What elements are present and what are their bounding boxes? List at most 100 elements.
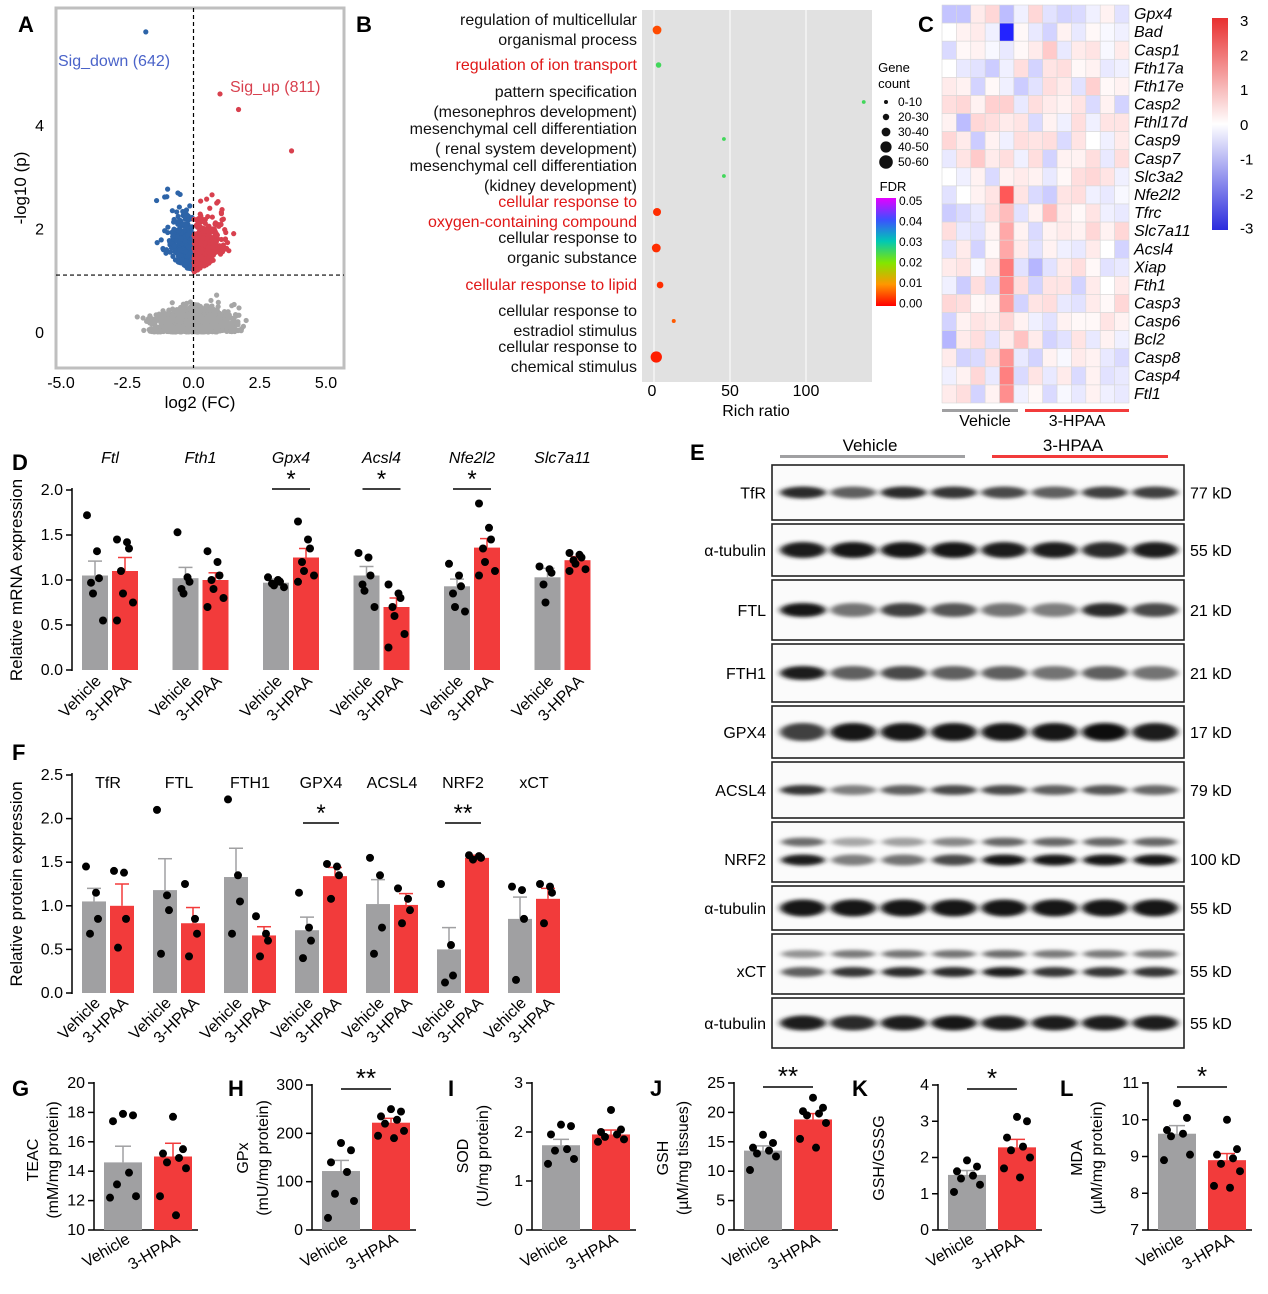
x-tick-label: 3-HPAA (765, 1231, 823, 1274)
data-point (567, 1122, 575, 1130)
data-point (1186, 1151, 1194, 1159)
heatmap-cell (1057, 204, 1071, 222)
data-point (214, 293, 219, 298)
data-point (129, 599, 137, 607)
y-tick-label: 10 (67, 1222, 85, 1239)
blot-band (780, 542, 826, 558)
legend-title: FDR (880, 179, 907, 194)
data-point (157, 950, 165, 958)
blot-protein-label: FTH1 (726, 666, 766, 683)
blot-band (1132, 723, 1178, 741)
blot-band (981, 542, 1027, 558)
data-point (394, 884, 402, 892)
heatmap-cell (1014, 23, 1028, 41)
blot-band (981, 666, 1027, 680)
data-point (536, 563, 544, 571)
heatmap-cell (1014, 331, 1028, 349)
data-point (601, 1133, 609, 1141)
y-axis-label: (µM/mg protein) (1089, 1101, 1106, 1214)
heatmap-cell (1071, 222, 1085, 240)
heatmap-cell (1014, 313, 1028, 331)
y-tick-label: 4 (35, 118, 44, 135)
blot-band (1082, 1016, 1128, 1031)
data-point (327, 895, 335, 903)
data-point (217, 91, 222, 96)
data-point (208, 298, 213, 303)
data-point (294, 578, 302, 586)
heatmap-cell (956, 23, 970, 41)
data-point (1173, 1099, 1181, 1107)
data-point (200, 317, 205, 322)
data-point (264, 937, 272, 945)
heatmap-cell (1086, 186, 1100, 204)
heatmap-cell (971, 385, 985, 403)
go-term-bubble (651, 351, 662, 362)
data-point (343, 1168, 351, 1176)
data-point (548, 889, 556, 897)
y-tick-label: 7 (1130, 1222, 1139, 1239)
heatmap-cell (956, 204, 970, 222)
heatmap-cell (1115, 367, 1129, 385)
data-point (119, 590, 127, 598)
data-point (366, 854, 374, 862)
data-point (158, 328, 163, 333)
gene-label: Bad (1134, 24, 1164, 41)
y-tick-label: 9 (1130, 1149, 1139, 1166)
blot-band (1032, 1016, 1078, 1031)
blot-band (1132, 542, 1178, 558)
group-bar-hpaa (992, 455, 1168, 458)
data-point (400, 1127, 408, 1135)
heatmap-cell (942, 132, 956, 150)
blot-band (1132, 785, 1178, 795)
heatmap-cell (1000, 385, 1014, 403)
heatmap-cell (942, 331, 956, 349)
group-label: 3-HPAA (1043, 436, 1104, 455)
data-point (210, 585, 218, 593)
data-point (87, 579, 95, 587)
blot-band (780, 785, 826, 795)
heatmap-cell (1043, 77, 1057, 95)
heatmap-cell (1115, 168, 1129, 186)
gene-label: Nfe2l2 (1134, 187, 1180, 204)
bar-chart-I: 0123SOD (U/mg protein)Vehicle3-HPAA (455, 1075, 636, 1274)
gene-label: Casp1 (1134, 42, 1180, 59)
data-point (337, 1139, 345, 1147)
data-point (307, 937, 315, 945)
heatmap-cell (956, 95, 970, 113)
data-point (235, 319, 240, 324)
heatmap-cell (1071, 59, 1085, 77)
data-point (220, 594, 228, 602)
data-point (119, 1110, 127, 1118)
heatmap-cell (1100, 331, 1114, 349)
data-point (135, 314, 140, 319)
gene-label: Fth1 (1134, 277, 1166, 294)
data-point (391, 612, 399, 620)
legend-label: 0.03 (899, 235, 923, 249)
blot-band (882, 855, 926, 866)
go-term-label: cellular response to (498, 194, 637, 211)
go-term-label: cellular response to (498, 339, 637, 356)
heatmap-cell (956, 331, 970, 349)
data-point (163, 891, 171, 899)
x-axis-label: Rich ratio (722, 403, 790, 420)
data-point (176, 228, 181, 233)
bar (508, 919, 532, 993)
group-title: Acsl4 (361, 450, 401, 467)
y-tick-label: 0 (716, 1222, 725, 1239)
data-point (304, 536, 312, 544)
data-point (389, 603, 397, 611)
data-point (1210, 1182, 1218, 1190)
heatmap-cell (1000, 168, 1014, 186)
data-point (607, 1106, 615, 1114)
data-point (1233, 1145, 1241, 1153)
data-point (447, 941, 455, 949)
data-point (216, 572, 224, 580)
heatmap-cell (1028, 258, 1042, 276)
data-point (209, 192, 214, 197)
data-point (298, 558, 306, 566)
heatmap-cell (1086, 331, 1100, 349)
blot-band (882, 950, 926, 958)
data-point (221, 242, 226, 247)
panel-letter-A: A (18, 12, 34, 37)
heatmap-cell (1086, 59, 1100, 77)
